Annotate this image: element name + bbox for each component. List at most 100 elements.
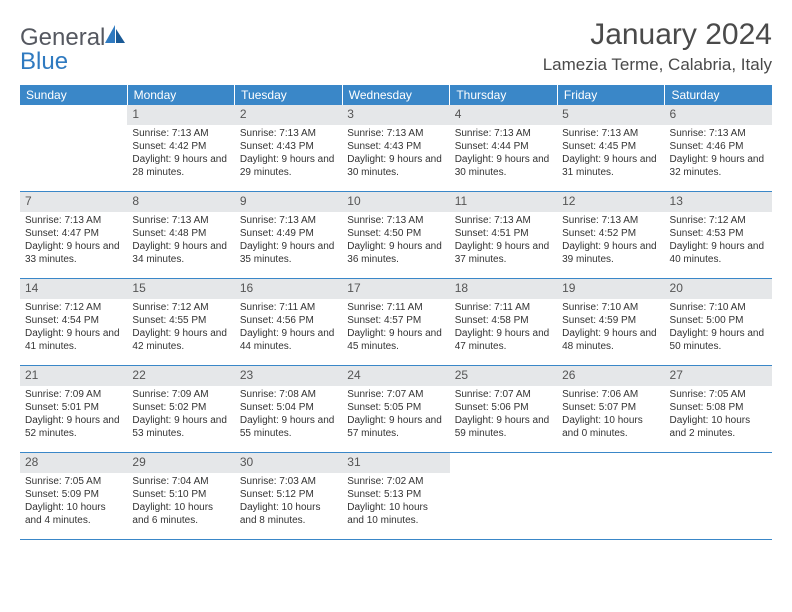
sunset-line: Sunset: 5:13 PM <box>347 488 444 501</box>
daylight-line: Daylight: 9 hours and 35 minutes. <box>240 240 337 266</box>
weekday-header: Wednesday <box>343 85 451 105</box>
day-cell: 29Sunrise: 7:04 AMSunset: 5:10 PMDayligh… <box>127 453 234 539</box>
sunset-line: Sunset: 4:43 PM <box>347 140 444 153</box>
sunset-line: Sunset: 5:09 PM <box>25 488 122 501</box>
day-content: Sunrise: 7:13 AMSunset: 4:49 PMDaylight:… <box>235 212 342 270</box>
sunset-line: Sunset: 4:50 PM <box>347 227 444 240</box>
daylight-line: Daylight: 9 hours and 55 minutes. <box>240 414 337 440</box>
sunset-line: Sunset: 5:10 PM <box>132 488 229 501</box>
daylight-line: Daylight: 9 hours and 50 minutes. <box>670 327 767 353</box>
weekday-header-row: SundayMondayTuesdayWednesdayThursdayFrid… <box>20 85 772 105</box>
sunrise-line: Sunrise: 7:12 AM <box>670 214 767 227</box>
day-cell: 21Sunrise: 7:09 AMSunset: 5:01 PMDayligh… <box>20 366 127 452</box>
day-content: Sunrise: 7:13 AMSunset: 4:50 PMDaylight:… <box>342 212 449 270</box>
daylight-line: Daylight: 10 hours and 4 minutes. <box>25 501 122 527</box>
day-number: 11 <box>450 192 557 212</box>
day-cell: 5Sunrise: 7:13 AMSunset: 4:45 PMDaylight… <box>557 105 664 191</box>
week-row: 7Sunrise: 7:13 AMSunset: 4:47 PMDaylight… <box>20 192 772 279</box>
brand-part2: Blue <box>20 50 127 74</box>
sunset-line: Sunset: 4:45 PM <box>562 140 659 153</box>
day-number: 16 <box>235 279 342 299</box>
daylight-line: Daylight: 9 hours and 40 minutes. <box>670 240 767 266</box>
day-number: 3 <box>342 105 449 125</box>
sunset-line: Sunset: 4:43 PM <box>240 140 337 153</box>
daylight-line: Daylight: 9 hours and 37 minutes. <box>455 240 552 266</box>
day-content: Sunrise: 7:09 AMSunset: 5:02 PMDaylight:… <box>127 386 234 444</box>
day-cell: 7Sunrise: 7:13 AMSunset: 4:47 PMDaylight… <box>20 192 127 278</box>
daylight-line: Daylight: 10 hours and 6 minutes. <box>132 501 229 527</box>
day-cell: 6Sunrise: 7:13 AMSunset: 4:46 PMDaylight… <box>665 105 772 191</box>
sunrise-line: Sunrise: 7:13 AM <box>670 127 767 140</box>
daylight-line: Daylight: 9 hours and 59 minutes. <box>455 414 552 440</box>
sunrise-line: Sunrise: 7:13 AM <box>240 214 337 227</box>
day-number: 10 <box>342 192 449 212</box>
day-content: Sunrise: 7:13 AMSunset: 4:51 PMDaylight:… <box>450 212 557 270</box>
day-number: 31 <box>342 453 449 473</box>
day-number: 27 <box>665 366 772 386</box>
month-title: January 2024 <box>543 18 772 51</box>
day-content: Sunrise: 7:03 AMSunset: 5:12 PMDaylight:… <box>235 473 342 531</box>
sunrise-line: Sunrise: 7:09 AM <box>25 388 122 401</box>
day-content: Sunrise: 7:11 AMSunset: 4:57 PMDaylight:… <box>342 299 449 357</box>
daylight-line: Daylight: 9 hours and 30 minutes. <box>347 153 444 179</box>
day-number: 9 <box>235 192 342 212</box>
day-number: 4 <box>450 105 557 125</box>
sunset-line: Sunset: 5:04 PM <box>240 401 337 414</box>
weekday-header: Monday <box>128 85 236 105</box>
sunrise-line: Sunrise: 7:13 AM <box>132 214 229 227</box>
daylight-line: Daylight: 9 hours and 39 minutes. <box>562 240 659 266</box>
brand-part1: General <box>20 24 105 51</box>
brand-logo: General Blue <box>20 18 127 74</box>
day-number: 26 <box>557 366 664 386</box>
sunrise-line: Sunrise: 7:02 AM <box>347 475 444 488</box>
day-number: 25 <box>450 366 557 386</box>
sunset-line: Sunset: 5:08 PM <box>670 401 767 414</box>
sunrise-line: Sunrise: 7:05 AM <box>670 388 767 401</box>
day-cell: 27Sunrise: 7:05 AMSunset: 5:08 PMDayligh… <box>665 366 772 452</box>
day-cell: 8Sunrise: 7:13 AMSunset: 4:48 PMDaylight… <box>127 192 234 278</box>
day-number: 12 <box>557 192 664 212</box>
day-number: 5 <box>557 105 664 125</box>
day-cell: 31Sunrise: 7:02 AMSunset: 5:13 PMDayligh… <box>342 453 449 539</box>
daylight-line: Daylight: 9 hours and 44 minutes. <box>240 327 337 353</box>
daylight-line: Daylight: 9 hours and 32 minutes. <box>670 153 767 179</box>
day-cell: 14Sunrise: 7:12 AMSunset: 4:54 PMDayligh… <box>20 279 127 365</box>
daylight-line: Daylight: 9 hours and 53 minutes. <box>132 414 229 440</box>
day-content: Sunrise: 7:13 AMSunset: 4:46 PMDaylight:… <box>665 125 772 183</box>
daylight-line: Daylight: 9 hours and 47 minutes. <box>455 327 552 353</box>
day-content: Sunrise: 7:13 AMSunset: 4:48 PMDaylight:… <box>127 212 234 270</box>
header: General Blue January 2024 Lamezia Terme,… <box>20 18 772 75</box>
daylight-line: Daylight: 9 hours and 42 minutes. <box>132 327 229 353</box>
day-number: 18 <box>450 279 557 299</box>
day-number: 20 <box>665 279 772 299</box>
daylight-line: Daylight: 9 hours and 29 minutes. <box>240 153 337 179</box>
day-number: 19 <box>557 279 664 299</box>
day-content: Sunrise: 7:08 AMSunset: 5:04 PMDaylight:… <box>235 386 342 444</box>
day-content: Sunrise: 7:05 AMSunset: 5:09 PMDaylight:… <box>20 473 127 531</box>
day-number: 28 <box>20 453 127 473</box>
day-cell: 13Sunrise: 7:12 AMSunset: 4:53 PMDayligh… <box>665 192 772 278</box>
day-cell: 2Sunrise: 7:13 AMSunset: 4:43 PMDaylight… <box>235 105 342 191</box>
sunrise-line: Sunrise: 7:11 AM <box>240 301 337 314</box>
day-cell: 18Sunrise: 7:11 AMSunset: 4:58 PMDayligh… <box>450 279 557 365</box>
day-content: Sunrise: 7:13 AMSunset: 4:42 PMDaylight:… <box>127 125 234 183</box>
day-cell: 23Sunrise: 7:08 AMSunset: 5:04 PMDayligh… <box>235 366 342 452</box>
logo-sail-icon <box>103 23 127 45</box>
day-content: Sunrise: 7:13 AMSunset: 4:44 PMDaylight:… <box>450 125 557 183</box>
day-number: 6 <box>665 105 772 125</box>
day-content: Sunrise: 7:07 AMSunset: 5:05 PMDaylight:… <box>342 386 449 444</box>
day-cell: 24Sunrise: 7:07 AMSunset: 5:05 PMDayligh… <box>342 366 449 452</box>
sunset-line: Sunset: 4:58 PM <box>455 314 552 327</box>
sunrise-line: Sunrise: 7:13 AM <box>132 127 229 140</box>
day-cell: 12Sunrise: 7:13 AMSunset: 4:52 PMDayligh… <box>557 192 664 278</box>
day-cell <box>450 453 557 539</box>
sunrise-line: Sunrise: 7:09 AM <box>132 388 229 401</box>
day-cell: 25Sunrise: 7:07 AMSunset: 5:06 PMDayligh… <box>450 366 557 452</box>
weeks-container: 1Sunrise: 7:13 AMSunset: 4:42 PMDaylight… <box>20 105 772 540</box>
day-number: 1 <box>127 105 234 125</box>
day-cell: 10Sunrise: 7:13 AMSunset: 4:50 PMDayligh… <box>342 192 449 278</box>
day-content: Sunrise: 7:13 AMSunset: 4:45 PMDaylight:… <box>557 125 664 183</box>
day-cell <box>20 105 127 191</box>
sunset-line: Sunset: 4:55 PM <box>132 314 229 327</box>
sunset-line: Sunset: 5:01 PM <box>25 401 122 414</box>
